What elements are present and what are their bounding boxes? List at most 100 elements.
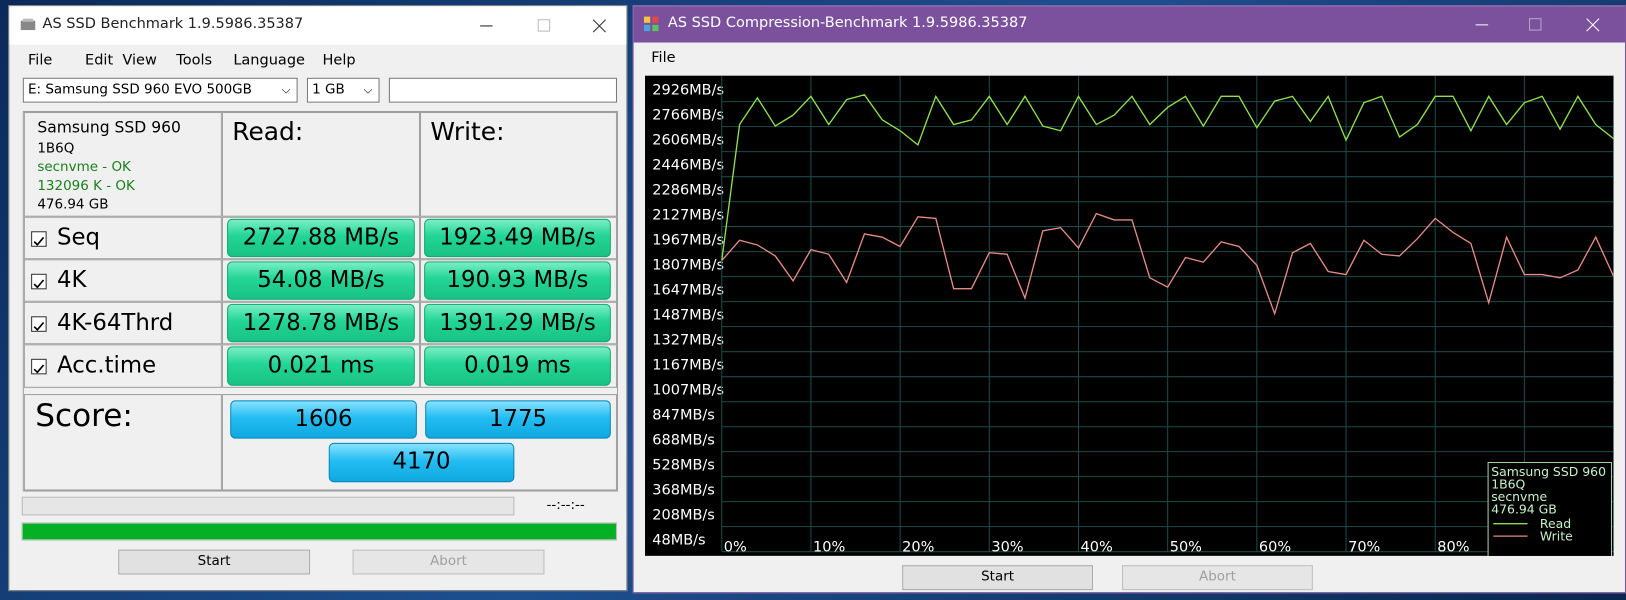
window-controls [1475,18,1600,32]
y-tick-label: 688MB/s [652,432,715,448]
elapsed-time: --:--:-- [546,497,585,514]
score-label-cell: Score: [23,394,222,491]
menu-item[interactable]: Language [233,51,305,69]
row-label-cell: Acc.time [23,344,222,388]
abort-button: Abort [1122,565,1313,591]
title-bar: AS SSD Compression-Benchmark 1.9.5986.35… [633,6,1625,43]
legend-info: Samsung SSD 960 [1491,464,1606,479]
x-tick-label: 50% [1170,540,1202,556]
info-line: secnvme - OK [37,159,131,176]
y-tick-label: 2766MB/s [652,107,724,123]
y-tick-label: 1327MB/s [652,332,724,348]
y-tick-label: 2446MB/s [652,157,724,173]
read-value: 1278.78 MB/s [227,303,415,343]
write-value: 1923.49 MB/s [424,218,611,258]
menu-item[interactable]: Edit [85,51,114,69]
row-label: Seq [57,225,101,251]
y-tick-label: 2926MB/s [652,82,724,98]
checkbox[interactable] [31,273,47,290]
size-select[interactable]: 1 GB ⌵ [306,77,380,103]
text-input[interactable] [388,77,618,103]
drive-select-text: E: Samsung SSD 960 EVO 500GB [27,81,252,98]
info-line: 1B6Q [37,141,75,157]
y-tick-label: 1007MB/s [652,382,724,398]
y-tick-label: 847MB/s [652,407,715,423]
y-tick-label: 1487MB/s [652,307,724,323]
row-label: 4K-64Thrd [57,310,174,336]
check [33,236,45,246]
y-tick-label: 2606MB/s [652,132,724,148]
x-tick-label: 60% [1259,540,1291,556]
check [33,321,45,331]
benchmark-window: AS SSD Benchmark 1.9.5986.35387 File Edit… [8,5,628,592]
y-tick-label: 368MB/s [652,482,715,498]
info-line: 132096 K - OK [37,178,135,194]
check [33,364,45,374]
checkbox[interactable] [31,358,47,375]
size-select-text: 1 GB [312,81,345,98]
legend-info: secnvme [1491,489,1547,504]
menu-item[interactable]: File [27,51,53,69]
maximize[interactable] [537,19,551,32]
x-tick-label: 30% [991,540,1023,556]
y-tick-label: 528MB/s [652,457,715,473]
maximize[interactable] [1529,18,1542,31]
abort-button: Abort [352,549,545,575]
read-header-cell: Read: [221,111,420,217]
checkbox[interactable] [31,231,47,247]
row-label-cell: Seq [23,216,222,260]
window-controls [480,19,606,33]
checkbox[interactable] [31,316,47,332]
y-tick-label: 2127MB/s [652,207,724,223]
x-tick-label: 80% [1437,540,1469,556]
start-button[interactable]: Start [118,549,311,575]
app-icon [20,18,36,31]
y-tick-label: 208MB/s [652,507,715,523]
read-value: 2727.88 MB/s [227,218,415,258]
window-title: AS SSD Compression-Benchmark 1.9.5986.35… [667,14,1028,32]
info-line: Samsung SSD 960 [37,118,181,137]
score-label: Score: [35,398,133,435]
write-score: 1775 [425,400,611,439]
write-value: 0.019 ms [424,346,611,386]
menu-item[interactable]: Tools [176,51,213,69]
info-line: 476.94 GB [37,197,109,213]
write-value: 190.93 MB/s [424,261,611,300]
x-tick-label: 0% [724,540,747,556]
window-title: AS SSD Benchmark 1.9.5986.35387 [42,15,304,33]
y-tick-label: 48MB/s [652,532,705,548]
series-line [721,94,1614,261]
y-tick-label: 1967MB/s [652,232,724,248]
y-tick-label: 1167MB/s [652,357,724,373]
row-label-cell: 4K-64Thrd [23,301,222,345]
drive-select[interactable]: E: Samsung SSD 960 EVO 500GB ⌵ [22,77,298,103]
y-tick-label: 2286MB/s [652,182,724,198]
check [33,279,45,289]
legend-label: Write [1540,528,1573,543]
total-score: 4170 [328,442,515,483]
x-tick-label: 20% [902,540,934,556]
menu-item[interactable]: File [651,49,676,67]
app-icon [643,16,659,32]
chart: 48MB/s 208MB/s 368MB/s 528MB/s 688MB/s 847MB/… [645,75,1614,556]
write-header: Write: [430,117,505,147]
menu-item[interactable]: View [122,51,157,69]
row-label: Acc.time [57,352,157,379]
row-label-cell: 4K [23,259,222,302]
menu-item[interactable]: Help [322,51,356,69]
row-label: 4K [57,267,87,294]
y-tick-label: 1807MB/s [652,257,724,273]
start-button[interactable]: Start [902,565,1093,591]
legend-label: Read [1540,516,1571,531]
x-tick-label: 70% [1348,540,1380,556]
series-line [721,212,1614,316]
close[interactable] [592,19,606,33]
legend-info: 1B6Q [1491,476,1525,491]
close[interactable] [1586,18,1600,32]
test-progress [21,496,515,516]
read-value: 54.08 MB/s [227,261,415,300]
legend-info: 476.94 GB [1491,501,1557,516]
y-tick-label: 1647MB/s [652,282,724,298]
